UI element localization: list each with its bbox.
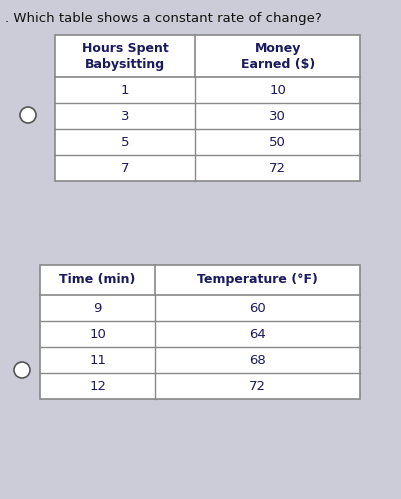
Bar bbox=[55, 35, 360, 181]
Text: 11: 11 bbox=[89, 353, 106, 366]
Text: 12: 12 bbox=[89, 380, 106, 393]
Text: 30: 30 bbox=[269, 109, 286, 122]
Text: 5: 5 bbox=[121, 136, 130, 149]
Text: 50: 50 bbox=[269, 136, 286, 149]
Text: 10: 10 bbox=[89, 327, 106, 340]
Text: 68: 68 bbox=[249, 353, 266, 366]
Text: 1: 1 bbox=[121, 83, 130, 96]
Text: Hours Spent
Babysitting: Hours Spent Babysitting bbox=[82, 41, 168, 70]
Text: 3: 3 bbox=[121, 109, 130, 122]
Bar bbox=[40, 265, 360, 399]
Text: Temperature (°F): Temperature (°F) bbox=[197, 273, 318, 286]
Text: 7: 7 bbox=[121, 162, 130, 175]
Text: 10: 10 bbox=[269, 83, 286, 96]
Text: . Which table shows a constant rate of change?: . Which table shows a constant rate of c… bbox=[5, 12, 322, 25]
Text: 60: 60 bbox=[249, 301, 266, 314]
Text: 72: 72 bbox=[249, 380, 266, 393]
Circle shape bbox=[14, 362, 30, 378]
Text: 9: 9 bbox=[93, 301, 102, 314]
Text: Time (min): Time (min) bbox=[59, 273, 136, 286]
Text: 64: 64 bbox=[249, 327, 266, 340]
Circle shape bbox=[20, 107, 36, 123]
Text: 72: 72 bbox=[269, 162, 286, 175]
Text: Money
Earned ($): Money Earned ($) bbox=[241, 41, 315, 70]
